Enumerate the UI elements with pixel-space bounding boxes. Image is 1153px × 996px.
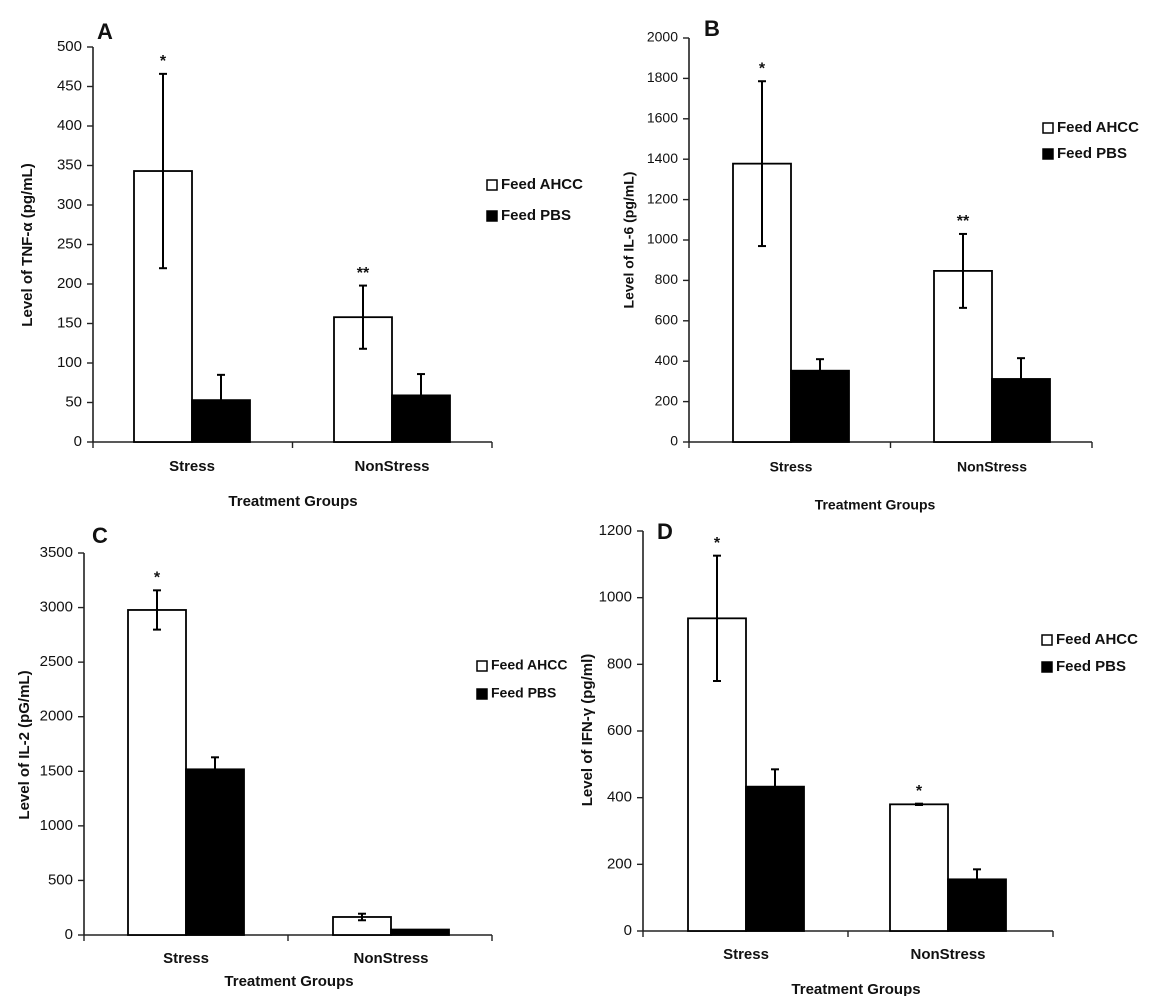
bar-feed-ahcc-stress [127,609,187,936]
x-category-label: NonStress [353,950,428,967]
y-axis-title: Level of TNF-α (pg/mL) [19,163,36,326]
x-category-label: Stress [770,459,813,475]
y-tick-label: 100 [57,354,82,371]
legend-label: Feed PBS [501,207,571,224]
y-tick-label: 200 [655,392,679,408]
y-tick-label: 0 [624,922,632,939]
legend-swatch [486,210,498,222]
panel-b: B 0 200 400 600 800 1000 1200 1400 1600 1800 2000 * S… [621,16,1139,513]
y-tick-label: 600 [607,722,632,739]
y-tick-label: 1800 [647,69,678,85]
legend-label: Feed AHCC [1057,119,1139,136]
y-tick-label: 600 [655,312,679,328]
panel-a: A 0 50 100 150 200 250 300 350 400 450 500 * Stress **… [19,19,583,510]
legend-swatch [486,179,498,191]
bar-feed-pbs-stress [185,768,245,936]
y-tick-label: 2000 [647,29,678,45]
y-tick-label: 1200 [599,522,632,539]
y-tick-label: 400 [655,352,679,368]
y-tick-label: 0 [65,926,73,943]
legend-swatch [1042,148,1054,160]
y-tick-label: 250 [57,235,82,252]
panel-c: C 0 500 1000 1500 2000 2500 3000 3500 * Stress NonS… [16,523,568,990]
panel-label: A [97,19,113,44]
y-tick-label: 0 [74,433,82,450]
y-tick-label: 1200 [647,190,678,206]
bar-feed-pbs-stress [745,785,805,932]
y-tick-label: 1500 [40,762,73,779]
y-tick-label: 400 [607,789,632,806]
panel-label: C [92,523,108,548]
legend-swatch [1041,634,1053,646]
y-tick-label: 2000 [40,708,73,725]
y-tick-label: 300 [57,196,82,213]
significance-marker: * [160,53,167,70]
bar-feed-pbs-nonstress [390,928,450,936]
significance-marker: * [714,535,721,552]
y-tick-label: 1000 [647,231,678,247]
y-tick-label: 2500 [40,653,73,670]
x-category-label: Stress [169,458,215,475]
legend-swatch [476,688,488,700]
y-tick-label: 350 [57,156,82,173]
significance-marker: * [916,783,923,800]
panel-d: D 0 200 400 600 800 1000 1200 * Stress * NonStress T… [579,519,1138,996]
legend-label: Feed AHCC [491,657,568,673]
y-tick-label: 800 [607,655,632,672]
legend-label: Feed AHCC [1056,631,1138,648]
significance-marker: * [154,570,161,587]
y-tick-label: 3000 [40,599,73,616]
x-axis-title: Treatment Groups [815,497,936,513]
legend-label: Feed PBS [1056,658,1126,675]
legend-label: Feed AHCC [501,176,583,193]
x-category-label: Stress [723,946,769,963]
significance-marker: ** [957,213,970,230]
legend-swatch [1042,122,1054,134]
y-axis-title: Level of IL-6 (pg/mL) [621,172,637,309]
legend-swatch [1041,661,1053,673]
y-tick-label: 50 [65,393,82,410]
y-tick-label: 200 [607,855,632,872]
y-tick-label: 150 [57,314,82,331]
x-axis-title: Treatment Groups [228,493,357,510]
bar-feed-ahcc-stress [133,170,193,443]
x-category-label: Stress [163,950,209,967]
x-axis-title: Treatment Groups [791,981,920,996]
y-axis-title: Level of IFN-γ (pg/ml) [579,654,596,807]
x-category-label: NonStress [354,458,429,475]
legend-swatch [476,660,488,672]
y-tick-label: 500 [57,38,82,55]
y-tick-label: 800 [655,271,679,287]
y-tick-label: 400 [57,117,82,134]
y-tick-label: 0 [670,433,678,449]
y-axis-title: Level of IL-2 (pG/mL) [16,670,33,819]
y-tick-label: 1000 [599,589,632,606]
significance-marker: ** [357,265,370,282]
x-axis-title: Treatment Groups [224,973,353,990]
legend-label: Feed PBS [491,685,556,701]
y-tick-label: 1000 [40,817,73,834]
panel-label: D [657,519,673,544]
x-category-label: NonStress [957,459,1027,475]
y-tick-label: 1400 [647,150,678,166]
y-tick-label: 200 [57,275,82,292]
y-tick-label: 1600 [647,110,678,126]
y-tick-label: 450 [57,77,82,94]
y-tick-label: 500 [48,871,73,888]
x-category-label: NonStress [910,946,985,963]
panel-label: B [704,16,720,41]
bar-feed-ahcc-nonstress [889,803,949,932]
y-tick-label: 3500 [40,544,73,561]
significance-marker: * [759,60,766,77]
legend-label: Feed PBS [1057,145,1127,162]
